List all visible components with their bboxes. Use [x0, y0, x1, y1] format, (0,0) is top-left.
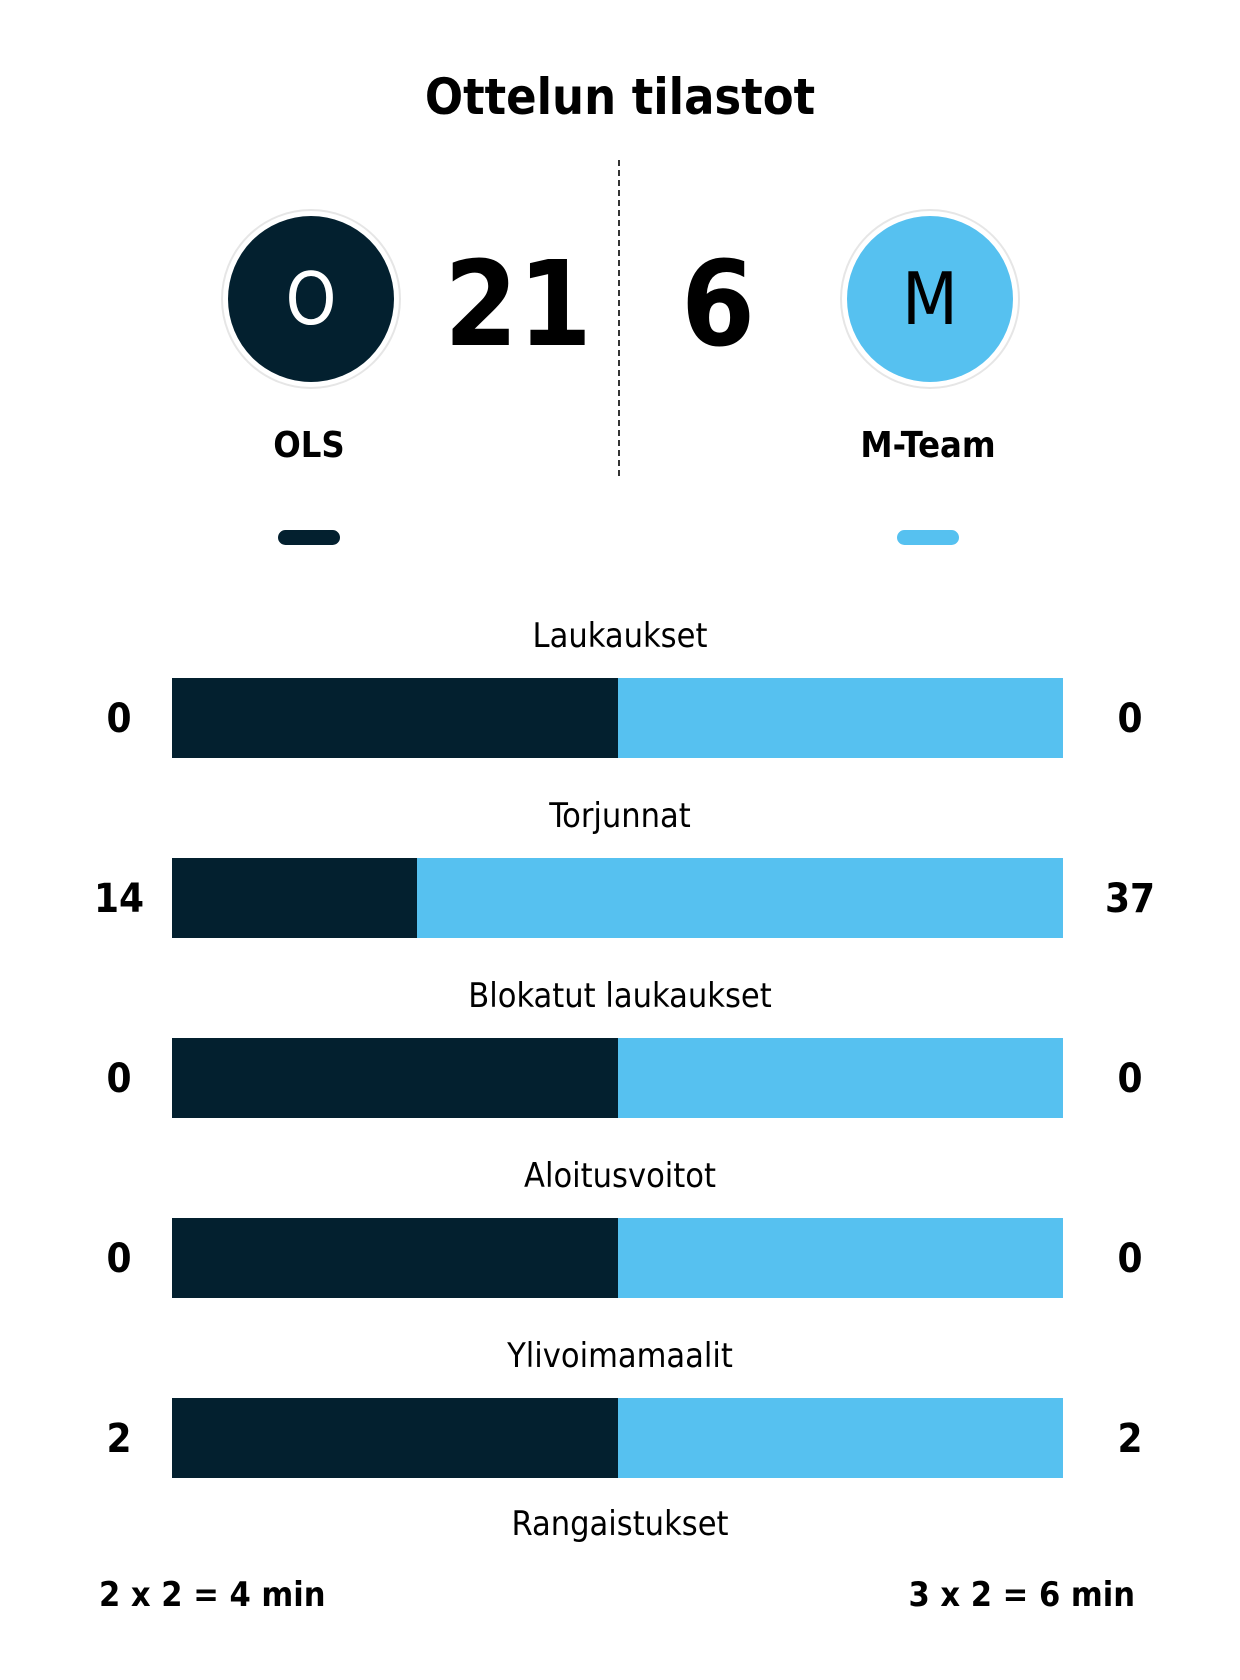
stat-bar-home	[172, 1038, 618, 1118]
home-color-indicator	[278, 530, 340, 545]
home-penalties: 2 x 2 = 4 min	[99, 1575, 326, 1615]
away-penalties: 3 x 2 = 6 min	[908, 1575, 1135, 1615]
stat-away-value: 37	[1104, 876, 1156, 922]
stat-label: Blokatut laukaukset	[468, 976, 772, 1016]
stat-bar	[172, 678, 1063, 758]
stat-bar	[172, 1218, 1063, 1298]
stat-bar	[172, 858, 1063, 938]
stat-label: Torjunnat	[549, 796, 691, 836]
stat-bar-away	[617, 678, 1063, 758]
away-team-logo: M	[840, 209, 1020, 389]
stat-away-value: 2	[1117, 1416, 1143, 1462]
stat-bar-home	[172, 1398, 618, 1478]
away-team-name: M-Team	[860, 425, 996, 466]
home-score: 21	[444, 235, 592, 373]
stat-bar-away	[617, 1218, 1063, 1298]
stat-bar	[172, 1038, 1063, 1118]
stat-label: Aloitusvoitot	[524, 1156, 716, 1196]
stat-home-value: 0	[106, 1056, 132, 1102]
home-team-logo: O	[221, 209, 401, 389]
stat-away-value: 0	[1117, 696, 1143, 742]
stat-home-value: 14	[93, 876, 145, 922]
home-logo-initial: O	[228, 216, 394, 382]
stat-label: Laukaukset	[532, 616, 708, 656]
stat-label: Ylivoimamaalit	[507, 1336, 733, 1376]
stat-bar-home	[172, 1218, 618, 1298]
stat-bar-home	[172, 858, 418, 938]
stat-home-value: 0	[106, 1236, 132, 1282]
away-score: 6	[681, 235, 755, 373]
stat-bar-away	[617, 1038, 1063, 1118]
stat-away-value: 0	[1117, 1056, 1143, 1102]
divider	[618, 160, 620, 476]
stat-bar-away	[617, 1398, 1063, 1478]
stat-bar-home	[172, 678, 618, 758]
away-logo-initial: M	[847, 216, 1013, 382]
penalties-label: Rangaistukset	[511, 1504, 729, 1544]
stat-home-value: 2	[106, 1416, 132, 1462]
stat-bar	[172, 1398, 1063, 1478]
page-title: Ottelun tilastot	[424, 68, 816, 126]
stat-home-value: 0	[106, 696, 132, 742]
home-team-name: OLS	[273, 425, 345, 466]
stat-bar-away	[417, 858, 1063, 938]
away-color-indicator	[897, 530, 959, 545]
stat-away-value: 0	[1117, 1236, 1143, 1282]
